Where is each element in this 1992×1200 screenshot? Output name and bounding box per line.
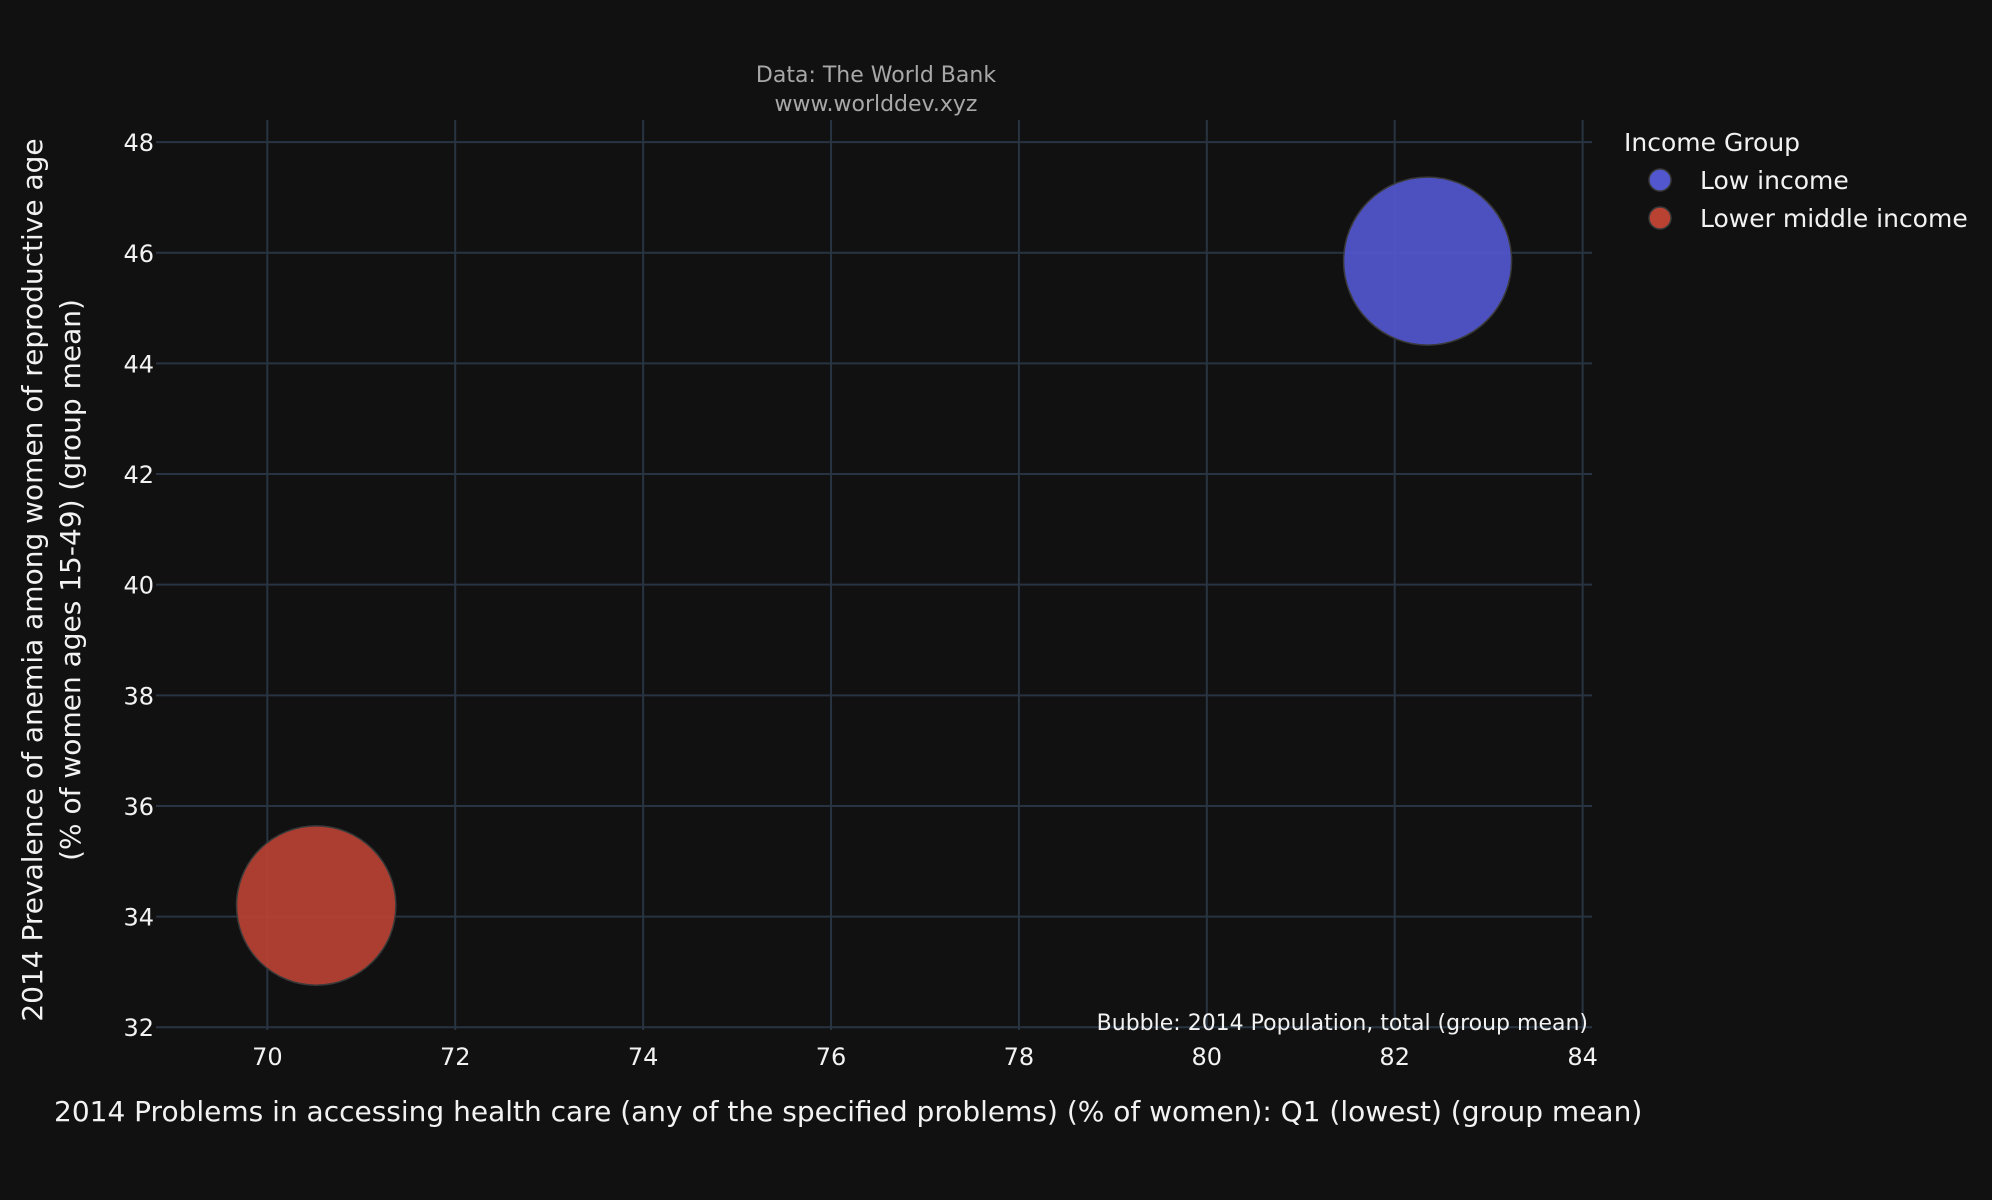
legend: Income Group Low income Lower middle inco…	[1624, 128, 1968, 233]
bubble-lower-middle-income[interactable]	[235, 825, 397, 986]
source-line-1: Data: The World Bank	[756, 63, 996, 88]
y-axis-title-line-2: (% of women ages 15-49) (group mean)	[54, 299, 87, 861]
legend-marker-lower-middle-income	[1648, 206, 1672, 230]
x-axis-title: 2014 Problems in accessing health care (…	[54, 1095, 1642, 1128]
horizontal-gridlines	[156, 141, 1592, 1029]
y-tick-label-46: 46	[123, 240, 154, 268]
y-tick-label-38: 38	[123, 682, 154, 710]
y-tick-label-42: 42	[123, 461, 154, 489]
x-tick-label-70: 70	[252, 1043, 283, 1071]
y-tick-label-36: 36	[123, 793, 154, 821]
x-axis-tick-labels: 70 72 74 76 78 80 82 84	[252, 1043, 1598, 1071]
y-tick-label-40: 40	[123, 572, 154, 600]
legend-label-low-income: Low income	[1700, 166, 1849, 195]
bubble-layer	[235, 176, 1513, 986]
source-line-2: www.worlddev.xyz	[775, 92, 978, 117]
bubble-low-income[interactable]	[1342, 176, 1513, 346]
legend-marker-low-income	[1648, 168, 1672, 192]
legend-title: Income Group	[1624, 128, 1800, 157]
x-tick-label-80: 80	[1192, 1043, 1223, 1071]
bubble-size-note: Bubble: 2014 Population, total (group me…	[1097, 1011, 1588, 1036]
x-tick-label-78: 78	[1004, 1043, 1035, 1071]
legend-item-lower-middle-income[interactable]: Lower middle income	[1648, 204, 1968, 233]
x-tick-label-74: 74	[628, 1043, 659, 1071]
x-tick-label-82: 82	[1379, 1043, 1410, 1071]
y-tick-label-44: 44	[123, 350, 154, 378]
x-tick-label-84: 84	[1567, 1043, 1598, 1071]
y-axis-title-line-1: 2014 Prevalence of anemia among women of…	[16, 138, 49, 1021]
x-tick-label-72: 72	[440, 1043, 471, 1071]
y-tick-label-32: 32	[123, 1014, 154, 1042]
legend-label-lower-middle-income: Lower middle income	[1700, 204, 1968, 233]
y-tick-label-48: 48	[123, 129, 154, 157]
y-axis-tick-labels: 32 34 36 38 40 42 44 46 48	[123, 129, 154, 1042]
y-tick-label-34: 34	[123, 904, 154, 932]
x-tick-label-76: 76	[816, 1043, 847, 1071]
legend-item-low-income[interactable]: Low income	[1648, 166, 1849, 195]
legend-items: Low income Lower middle income	[1648, 166, 1968, 233]
